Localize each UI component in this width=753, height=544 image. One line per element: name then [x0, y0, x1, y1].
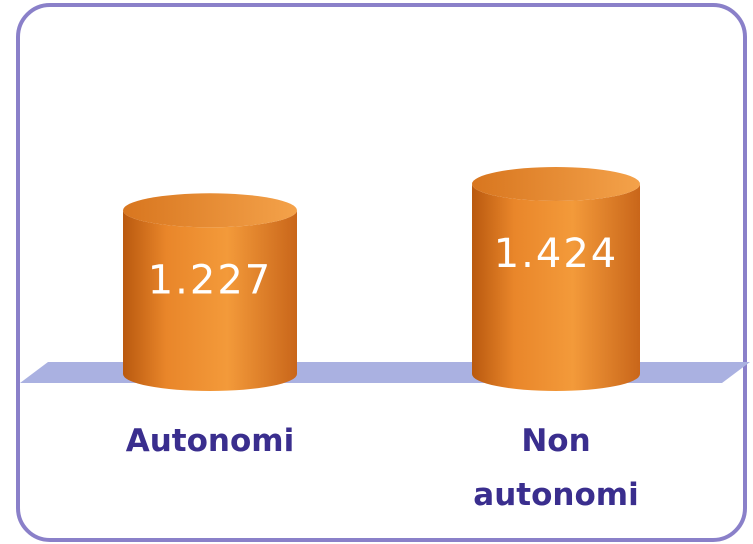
cylinder-body	[123, 210, 297, 391]
category-label: Autonomi	[125, 423, 295, 459]
cylinder-body	[472, 184, 640, 391]
value-label: 1.424	[494, 231, 619, 277]
category-label: Non autonomi	[473, 423, 639, 513]
frame	[16, 3, 747, 542]
value-label: 1.227	[148, 257, 273, 303]
cylinder-top	[472, 167, 640, 201]
cylinder-top	[123, 193, 297, 228]
